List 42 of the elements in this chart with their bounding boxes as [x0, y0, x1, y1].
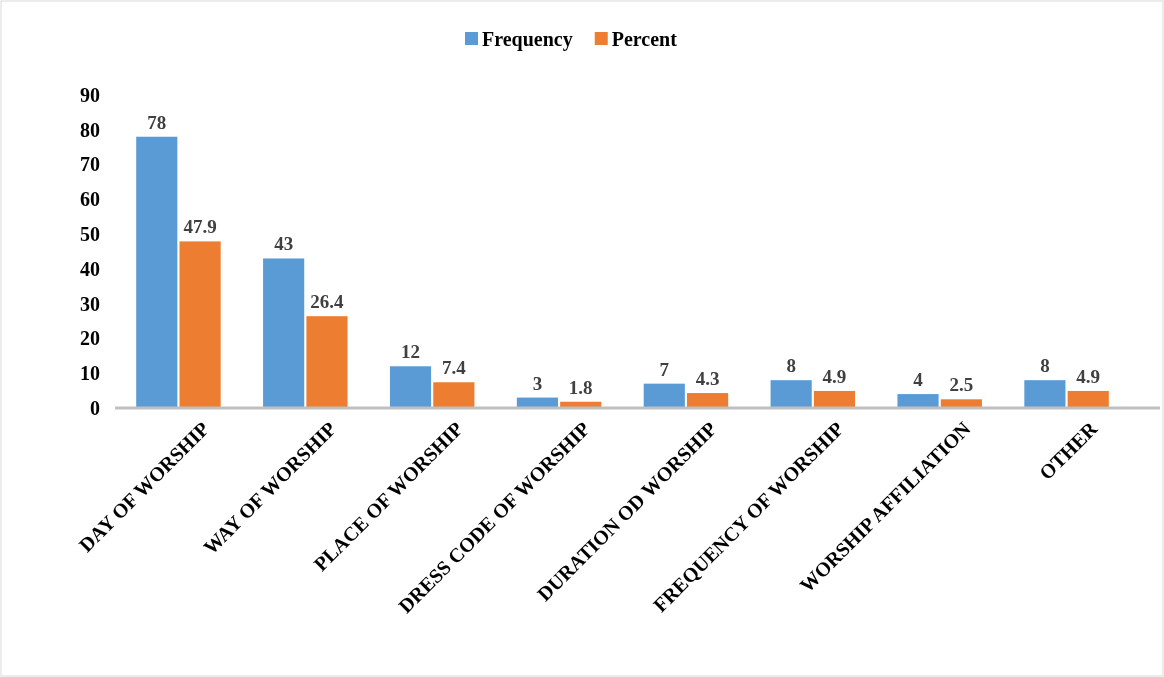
data-label: 1.8	[568, 376, 593, 398]
data-label: 78	[147, 111, 167, 133]
y-tick-label: 20	[80, 327, 100, 350]
data-label: 8	[786, 355, 796, 377]
y-tick-label: 60	[80, 188, 100, 211]
bar	[1067, 390, 1109, 408]
bar	[389, 366, 432, 408]
bar	[940, 399, 982, 408]
bar	[643, 383, 685, 408]
y-tick-label: 50	[80, 223, 100, 246]
data-label: 4.9	[1076, 365, 1101, 387]
bar	[897, 394, 939, 408]
y-tick-label: 10	[80, 362, 100, 385]
bar	[770, 380, 812, 408]
data-label: 4.9	[822, 365, 847, 387]
data-label: 2.5	[949, 374, 974, 396]
bar	[433, 382, 475, 408]
data-label: 8	[1040, 355, 1050, 377]
data-label: 47.9	[183, 216, 217, 238]
data-label: 4.3	[695, 368, 720, 390]
bar	[1024, 380, 1066, 408]
data-label: 7	[659, 358, 670, 380]
y-tick-label: 30	[80, 292, 100, 315]
legend-label: Percent	[611, 28, 678, 50]
bar	[306, 316, 348, 408]
data-label: 4	[913, 369, 924, 391]
bar	[813, 390, 856, 408]
legend-label: Frequency	[482, 28, 573, 51]
y-tick-label: 70	[80, 153, 100, 176]
data-label: 26.4	[310, 291, 345, 313]
bar	[136, 136, 178, 408]
bar	[263, 258, 305, 408]
y-tick-label: 80	[80, 118, 100, 141]
data-label: 3	[532, 372, 543, 394]
bar	[687, 393, 729, 408]
data-label: 43	[274, 233, 294, 255]
data-label: 7.4	[441, 357, 467, 379]
data-label: 12	[401, 341, 421, 363]
y-tick-label: 40	[80, 257, 100, 280]
y-tick-label: 90	[80, 83, 100, 106]
y-tick-label: 0	[90, 396, 100, 419]
bar	[179, 241, 221, 408]
